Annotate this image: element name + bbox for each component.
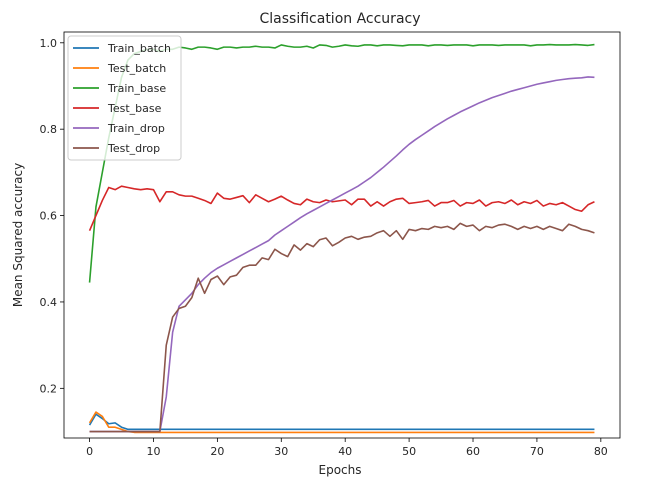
series-line-train-batch <box>88 413 595 431</box>
legend-label-train-base: Train_base <box>107 82 166 95</box>
series-line-test-base <box>88 185 595 231</box>
legend-items: Train_batch Test_batch Train_base Test_base… <box>73 42 171 155</box>
x-tick-label: 10 <box>146 445 160 458</box>
plot-frame <box>63 31 621 439</box>
series-line-test-drop <box>89 222 595 433</box>
chart-title: Classification Accuracy <box>260 11 421 27</box>
legend-label-test-drop: Test_drop <box>107 142 160 155</box>
y-axis-label: Mean Squared accuracy <box>11 163 25 307</box>
legend-label-train-drop: Train_drop <box>107 122 165 135</box>
x-tick-label: 30 <box>274 445 288 458</box>
y-tick-label: 0.8 <box>40 123 58 136</box>
y-tick-label: 0.6 <box>40 210 58 223</box>
x-tick-label: 80 <box>594 445 608 458</box>
legend-label-test-base: Test_base <box>107 102 162 115</box>
x-tick-label: 20 <box>210 445 224 458</box>
legend-label-test-batch: Test_batch <box>107 62 166 75</box>
y-tick-label: 1.0 <box>40 37 58 50</box>
x-tick-label: 50 <box>402 445 416 458</box>
legend-label-train-batch: Train_batch <box>107 42 171 55</box>
x-tick-label: 70 <box>530 445 544 458</box>
x-tick-label: 60 <box>466 445 480 458</box>
x-axis: 0 10 20 30 40 50 60 70 80 <box>86 438 608 458</box>
x-tick-label: 40 <box>338 445 352 458</box>
series-line-train-drop <box>89 76 595 433</box>
y-tick-label: 0.4 <box>40 296 58 309</box>
series-line-test-batch <box>88 411 595 434</box>
legend-frame <box>67 35 182 161</box>
x-tick-label: 0 <box>86 445 93 458</box>
y-axis: 0.2 0.4 0.6 0.8 1.0 <box>40 37 64 395</box>
y-tick-label: 0.2 <box>40 382 58 395</box>
legend: Train_batch Test_batch Train_base Test_base… <box>67 35 182 161</box>
x-axis-label: Epochs <box>319 463 362 477</box>
